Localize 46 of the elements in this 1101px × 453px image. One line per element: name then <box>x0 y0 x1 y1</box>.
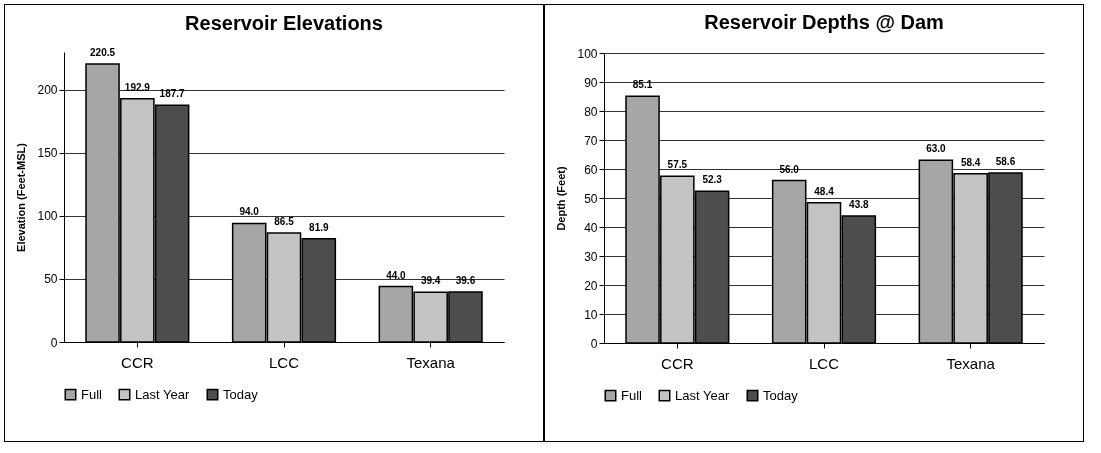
legend-label: Last Year <box>675 387 730 403</box>
y-tick-label: 20 <box>584 278 598 293</box>
x-tick-label: CCR <box>661 354 694 372</box>
data-label: 63.0 <box>926 143 947 155</box>
data-label: 58.4 <box>960 156 981 168</box>
y-tick-label: 150 <box>37 146 58 161</box>
legend-label: Full <box>621 387 643 403</box>
y-tick-label: 50 <box>44 272 58 287</box>
y-tick-label: 40 <box>584 220 598 235</box>
data-label: 58.6 <box>995 156 1016 168</box>
y-tick-label: 200 <box>37 83 58 98</box>
y-tick-label: 90 <box>584 75 598 90</box>
data-label: 52.3 <box>702 174 723 186</box>
x-tick-label: LCC <box>268 353 300 371</box>
y-axis-title: Elevation (Feet-MSL) <box>15 142 28 252</box>
data-label: 94.0 <box>239 206 260 218</box>
data-label: 81.9 <box>309 221 329 233</box>
data-label: 57.5 <box>667 159 688 171</box>
y-tick-label: 70 <box>584 133 598 148</box>
legend-label: Last Year <box>135 386 190 402</box>
y-tick-label: 60 <box>584 162 598 177</box>
y-tick-label: 100 <box>577 46 598 61</box>
y-tick-label: 10 <box>584 307 598 322</box>
chart-title: Reservoir Depths @ Dam <box>704 11 944 33</box>
y-tick-label: 80 <box>584 104 598 119</box>
y-tick-label: 30 <box>584 249 598 264</box>
x-tick-label: Texana <box>946 354 996 372</box>
y-tick-label: 0 <box>50 335 58 350</box>
y-tick-label: 0 <box>590 336 598 351</box>
y-tick-label: 50 <box>584 191 598 206</box>
data-label: 187.7 <box>159 88 186 100</box>
legend-label: Full <box>81 386 103 402</box>
x-tick-label: Texana <box>406 353 456 371</box>
y-tick-label: 100 <box>37 209 58 224</box>
data-label: 220.5 <box>90 46 116 58</box>
y-axis-title: Depth (Feet) <box>555 166 568 231</box>
legend-label: Today <box>763 387 799 403</box>
chart-title: Reservoir Elevations <box>185 11 383 34</box>
legend-label: Today <box>223 386 259 402</box>
data-label: 44.0 <box>386 269 407 281</box>
data-label: 43.8 <box>849 198 869 210</box>
data-label: 48.4 <box>814 185 835 197</box>
x-tick-label: LCC <box>808 354 840 372</box>
data-label: 192.9 <box>124 81 151 93</box>
x-tick-label: CCR <box>121 353 154 371</box>
data-label: 86.5 <box>274 215 295 227</box>
